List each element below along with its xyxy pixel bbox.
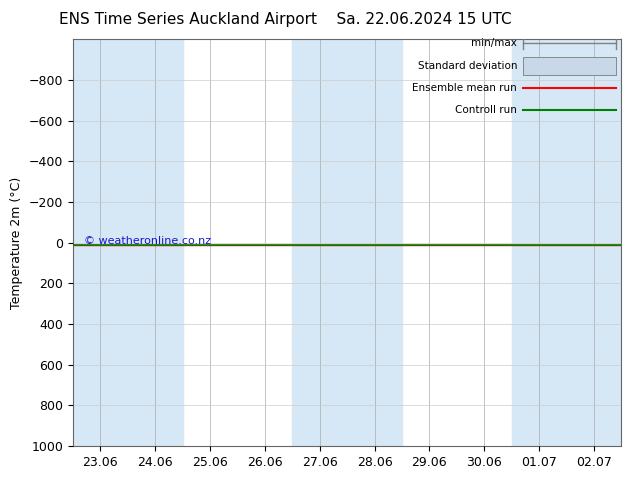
Bar <box>567 39 621 446</box>
Bar <box>128 39 183 446</box>
Text: Controll run: Controll run <box>455 105 517 115</box>
Text: ENS Time Series Auckland Airport    Sa. 22.06.2024 15 UTC: ENS Time Series Auckland Airport Sa. 22.… <box>59 12 512 27</box>
Bar <box>292 39 347 446</box>
FancyBboxPatch shape <box>522 57 616 74</box>
Text: © weatheronline.co.nz: © weatheronline.co.nz <box>84 236 211 246</box>
Text: Standard deviation: Standard deviation <box>418 61 517 71</box>
Y-axis label: Temperature 2m (°C): Temperature 2m (°C) <box>10 176 23 309</box>
Bar <box>512 39 567 446</box>
Bar <box>347 39 402 446</box>
Text: min/max: min/max <box>471 38 517 49</box>
Text: Ensemble mean run: Ensemble mean run <box>412 83 517 93</box>
Bar <box>73 39 128 446</box>
